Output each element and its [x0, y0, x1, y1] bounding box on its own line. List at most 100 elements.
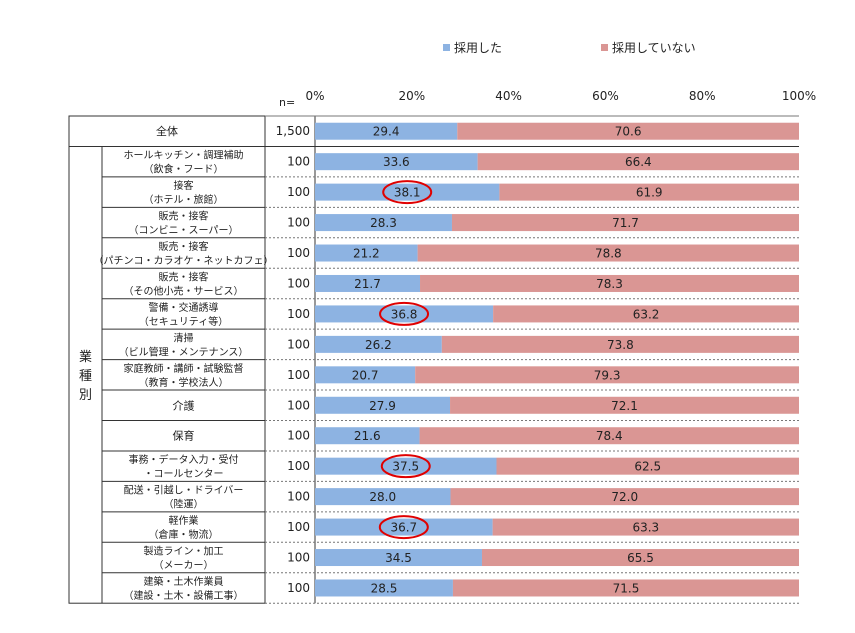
data-label-adopted: 37.5 — [392, 460, 419, 474]
n-value: 100 — [287, 276, 310, 290]
highlight-circle — [379, 301, 430, 326]
group-label-char: 種 — [79, 368, 92, 384]
bar-not-adopted — [450, 396, 799, 414]
x-tick-label: 0% — [305, 89, 324, 103]
legend-swatch-0 — [443, 44, 450, 51]
highlight-circle — [378, 515, 429, 540]
bar-adopted — [315, 183, 500, 201]
group-label-char: 別 — [79, 388, 92, 403]
data-label-not-adopted: 78.4 — [596, 429, 623, 443]
bar-not-adopted — [457, 122, 799, 140]
category-label: 接客 — [174, 179, 194, 192]
category-label: 警備・交通誘導 — [149, 301, 219, 314]
category-label: 配送・引越し・ドライバー — [124, 484, 244, 497]
bar-not-adopted — [419, 427, 799, 445]
bar-adopted — [315, 122, 458, 140]
bar-adopted — [315, 579, 453, 597]
data-label-adopted: 36.8 — [391, 307, 418, 321]
data-label-adopted: 28.5 — [371, 581, 398, 595]
bar-not-adopted — [492, 518, 799, 536]
data-label-not-adopted: 72.1 — [611, 399, 638, 413]
category-label: （教育・学校法人） — [139, 376, 229, 389]
n-value: 100 — [287, 185, 310, 199]
highlight-circle — [380, 454, 431, 479]
bar-not-adopted — [450, 488, 799, 506]
data-label-not-adopted: 65.5 — [627, 551, 654, 565]
bar-not-adopted — [420, 274, 799, 292]
n-value: 100 — [287, 368, 310, 382]
data-label-adopted: 38.1 — [394, 186, 421, 200]
category-label: （ホテル・旅館） — [144, 193, 224, 206]
bar-not-adopted — [415, 366, 799, 384]
data-label-not-adopted: 71.7 — [612, 216, 639, 230]
n-value: 100 — [287, 246, 310, 260]
bar-adopted — [315, 153, 478, 171]
data-label-not-adopted: 79.3 — [594, 368, 621, 382]
category-label: 清掃 — [174, 331, 194, 344]
bar-adopted — [315, 457, 497, 475]
data-label-adopted: 34.5 — [385, 551, 412, 565]
category-label: （その他小売・サービス） — [124, 284, 244, 297]
data-label-adopted: 28.0 — [369, 490, 396, 504]
n-value: 100 — [287, 337, 310, 351]
category-label: （セキュリティ等） — [139, 315, 228, 328]
legend-swatch-1 — [601, 44, 608, 51]
n-value: 100 — [287, 155, 310, 169]
n-value: 100 — [287, 459, 310, 473]
n-value: 100 — [287, 429, 310, 443]
category-label: （パチンコ・カラオケ・ネットカフェ） — [94, 255, 274, 267]
category-label: 販売・接客 — [159, 240, 209, 253]
bar-adopted — [315, 549, 482, 567]
data-label-not-adopted: 71.5 — [613, 581, 640, 595]
legend-label-1: 採用していない — [612, 41, 696, 55]
category-label: （倉庫・物流） — [149, 528, 219, 541]
n-value: 100 — [287, 216, 310, 230]
bar-adopted — [315, 488, 451, 506]
x-tick-label: 100% — [782, 89, 816, 103]
bar-adopted — [315, 427, 420, 445]
n-header: n= — [279, 96, 295, 109]
data-label-not-adopted: 61.9 — [636, 186, 663, 200]
x-tick-label: 80% — [689, 89, 716, 103]
bar-adopted — [315, 366, 416, 384]
bar-not-adopted — [496, 457, 799, 475]
bar-adopted — [315, 335, 442, 353]
data-label-not-adopted: 78.8 — [595, 247, 622, 261]
bar-not-adopted — [499, 183, 799, 201]
category-label: ・コールセンター — [144, 468, 224, 480]
x-tick-label: 20% — [398, 89, 425, 103]
category-label: 建築・土木作業員 — [144, 575, 224, 588]
data-label-not-adopted: 63.2 — [633, 307, 660, 321]
category-label: 製造ライン・加工 — [144, 545, 224, 558]
category-label: ホールキッチン・調理補助 — [124, 149, 244, 162]
data-label-adopted: 27.9 — [369, 399, 396, 413]
bar-not-adopted — [451, 214, 799, 232]
x-tick-label: 60% — [592, 89, 619, 103]
category-label: 販売・接客 — [159, 210, 209, 223]
data-label-not-adopted: 66.4 — [625, 155, 652, 169]
category-label: （飲食・フード） — [144, 163, 224, 176]
bar-not-adopted — [452, 579, 799, 597]
data-label-adopted: 20.7 — [352, 368, 379, 382]
data-label-not-adopted: 63.3 — [632, 521, 659, 535]
n-value: 100 — [287, 490, 310, 504]
bar-not-adopted — [477, 153, 799, 171]
n-value: 100 — [287, 307, 310, 321]
category-label: （建設・土木・設備工事） — [124, 589, 244, 602]
category-label: 介護 — [173, 398, 195, 412]
bar-adopted — [315, 396, 451, 414]
bar-adopted — [315, 274, 421, 292]
n-value: 100 — [287, 520, 310, 534]
data-label-adopted: 33.6 — [383, 155, 410, 169]
n-value: 100 — [287, 398, 310, 412]
category-label: （ビル管理・メンテナンス） — [119, 345, 249, 358]
category-label: （メーカー） — [154, 560, 214, 572]
n-value: 100 — [287, 551, 310, 565]
bar-adopted — [315, 518, 493, 536]
legend-label-0: 採用した — [454, 41, 502, 55]
category-label: 全体 — [156, 124, 178, 138]
data-label-adopted: 29.4 — [373, 125, 400, 139]
highlight-circle — [382, 180, 433, 205]
category-label: （コンビニ・スーパー） — [129, 225, 239, 237]
